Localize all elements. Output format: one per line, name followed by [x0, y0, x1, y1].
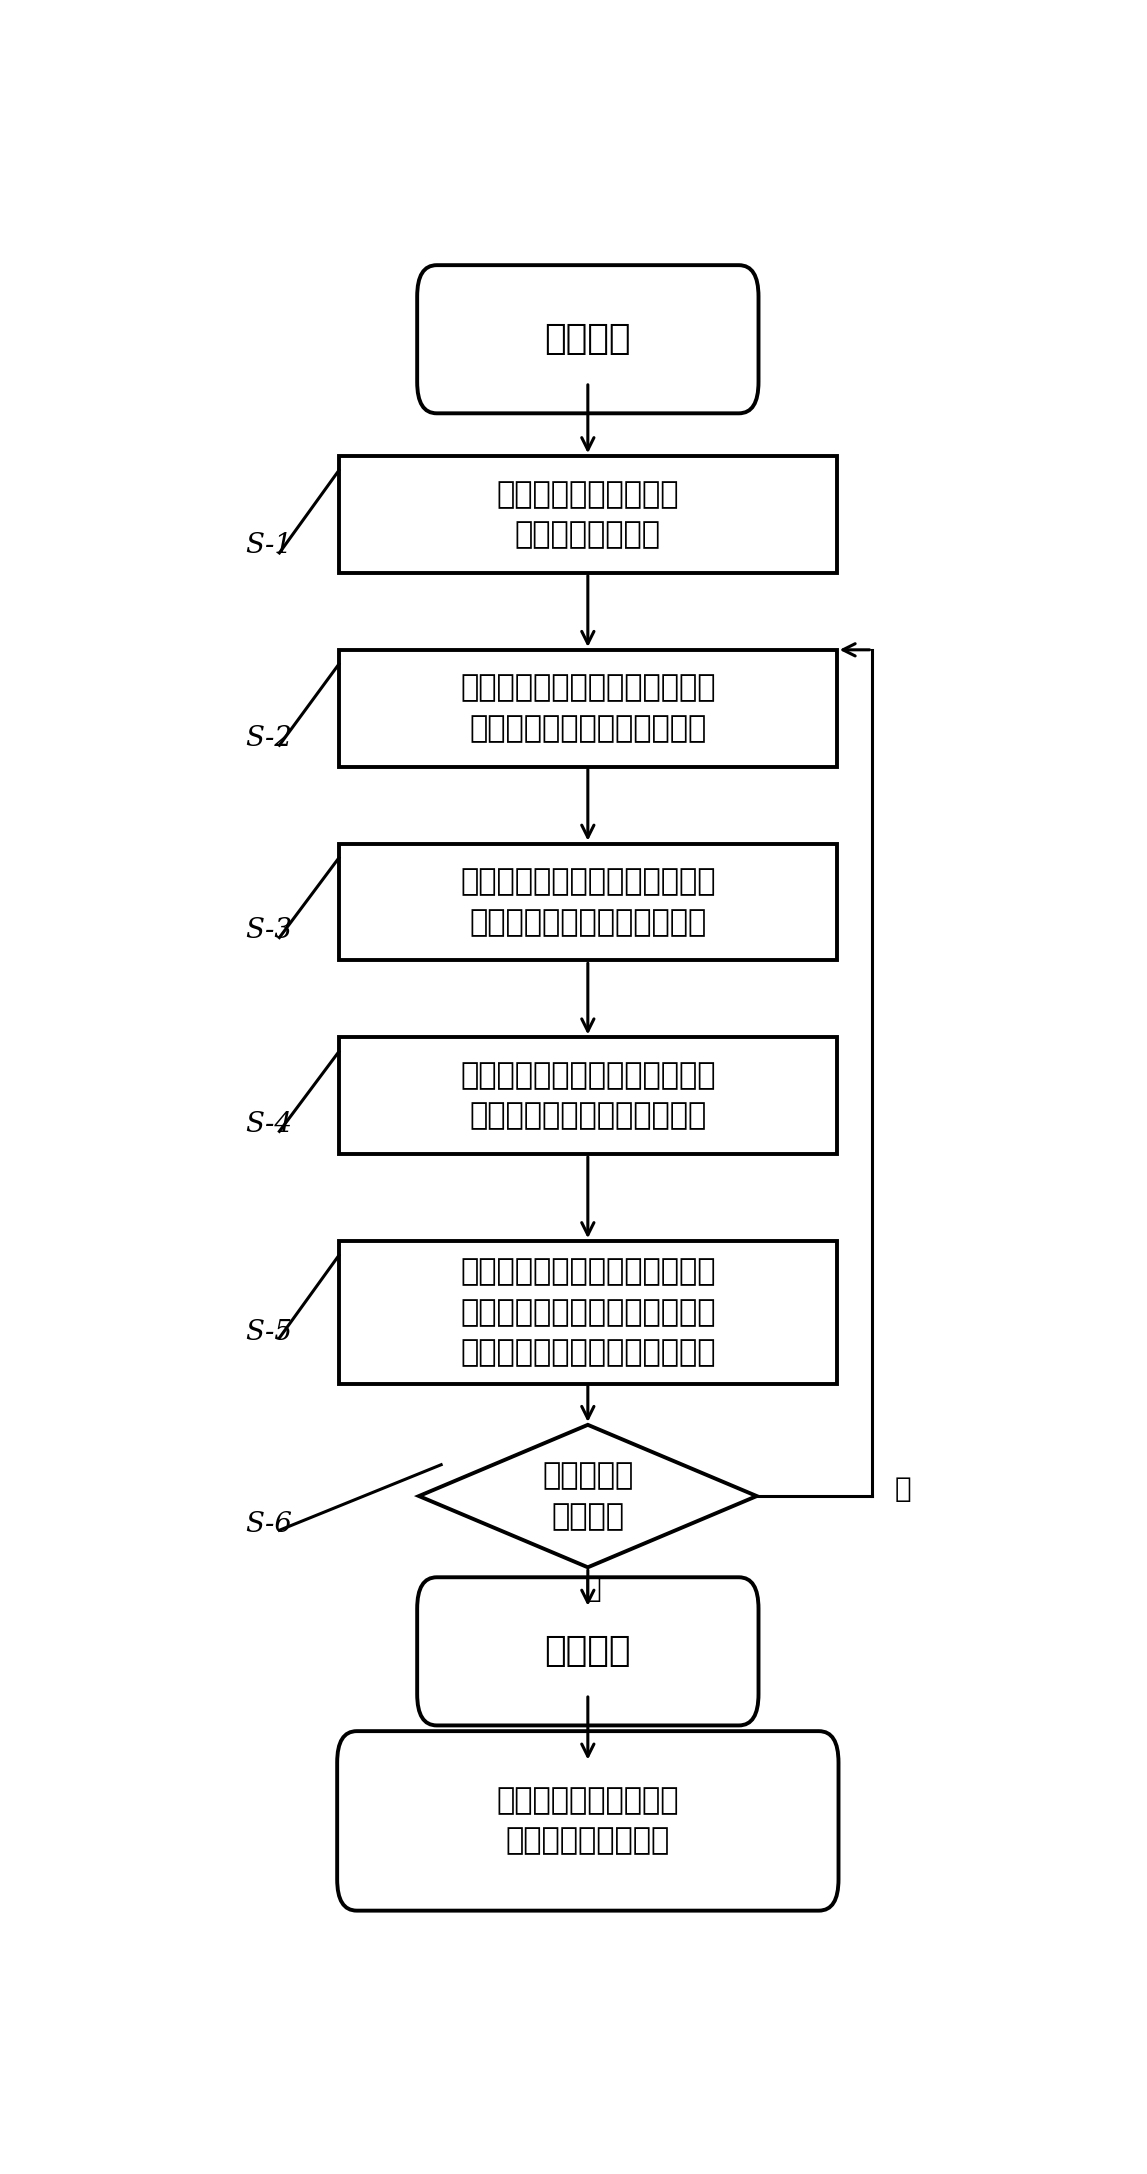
Text: 优化结束: 优化结束: [545, 1635, 631, 1667]
FancyBboxPatch shape: [418, 1578, 758, 1726]
Text: 优化开始: 优化开始: [545, 322, 631, 357]
FancyBboxPatch shape: [418, 265, 758, 413]
Polygon shape: [419, 1424, 757, 1567]
Text: S-1: S-1: [245, 533, 292, 559]
Text: S-5: S-5: [245, 1320, 292, 1346]
Text: 是: 是: [585, 1574, 601, 1602]
FancyBboxPatch shape: [337, 1731, 838, 1911]
Text: 达到设定的
调整次数: 达到设定的 调整次数: [543, 1461, 633, 1530]
Text: 由等效流量分布确定最大流量的
流道编号，减小该流道的间距: 由等效流量分布确定最大流量的 流道编号，减小该流道的间距: [460, 1061, 716, 1130]
Text: 数值求解系统速度场，计算冷却
流道等效流量分布及其标准差: 数值求解系统速度场，计算冷却 流道等效流量分布及其标准差: [460, 674, 716, 744]
Bar: [340, 844, 837, 961]
Text: S-6: S-6: [245, 1511, 292, 1537]
Bar: [340, 1241, 837, 1383]
Bar: [340, 457, 837, 574]
Text: S-2: S-2: [245, 724, 292, 752]
Text: 记录的最佳间距布局为
最终的间距优化布局: 记录的最佳间距布局为 最终的间距优化布局: [497, 1787, 679, 1857]
Text: 由等效流量分布确定最小流量的
流道编号，增加该流道的间距: 由等效流量分布确定最小流量的 流道编号，增加该流道的间距: [460, 867, 716, 937]
Text: 设置初始间距为均匀间
距，给定优化参数: 设置初始间距为均匀间 距，给定优化参数: [497, 480, 679, 550]
Bar: [340, 650, 837, 767]
Bar: [340, 1037, 837, 1154]
Text: 否: 否: [895, 1474, 912, 1502]
Text: 数值求解调整间距后的系统速度
场，计算冷却流道等效流量分布
及其标准差，更新最佳流道布局: 数值求解调整间距后的系统速度 场，计算冷却流道等效流量分布 及其标准差，更新最佳…: [460, 1257, 716, 1367]
Text: S-3: S-3: [245, 917, 292, 944]
Text: S-4: S-4: [245, 1111, 292, 1137]
